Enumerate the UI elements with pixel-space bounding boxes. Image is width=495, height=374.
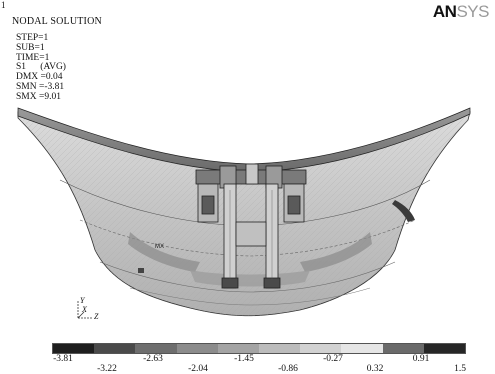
legend-tick: 1.5 xyxy=(454,364,466,374)
logo-bold: AN xyxy=(432,2,457,21)
node-marker xyxy=(138,268,144,273)
legend-tick: -0.27 xyxy=(323,354,343,364)
ansys-logo: ANSYS xyxy=(432,2,490,22)
contour-legend-bar xyxy=(52,343,466,354)
legend-tick: -3.81 xyxy=(53,354,73,364)
legend-tick: -3.22 xyxy=(97,364,117,374)
stress-patch xyxy=(128,232,200,272)
legend-color-segment xyxy=(300,344,342,353)
legend-color-segment xyxy=(176,344,218,353)
shell-mesh xyxy=(18,112,470,316)
solution-parameters: STEP=1 SUB=1 TIME=1 S1 (AVG) DMX =0.04 S… xyxy=(16,33,66,103)
legend-tick: -1.45 xyxy=(234,354,254,364)
legend-color-segment xyxy=(341,344,383,353)
legend-color-segment xyxy=(53,344,95,353)
triad-z: Z xyxy=(94,312,99,321)
param-dmx: DMX =0.04 xyxy=(16,72,63,83)
stress-patch-high xyxy=(392,200,415,222)
triad-y: Y xyxy=(80,296,85,305)
param-smx: SMX =9.01 xyxy=(16,91,61,102)
contour-line xyxy=(99,261,396,293)
mx-label: MX xyxy=(155,244,164,250)
legend-color-segment xyxy=(135,344,177,353)
param-smn: SMN =-3.81 xyxy=(16,81,65,92)
param-time: TIME=1 xyxy=(16,52,50,63)
logo-light: SYS xyxy=(456,2,489,21)
param-result: S1 (AVG) xyxy=(16,62,66,73)
legend-color-segment xyxy=(259,344,301,353)
legend-tick: -0.86 xyxy=(278,364,298,374)
stress-patch xyxy=(300,232,372,272)
legend-tick: -2.63 xyxy=(143,354,163,364)
shell-rim xyxy=(17,107,471,173)
legend-color-segment xyxy=(94,344,136,353)
param-step: STEP=1 xyxy=(16,33,49,43)
legend-color-segment xyxy=(423,344,466,353)
param-sub: SUB=1 xyxy=(16,42,45,53)
legend-color-segment xyxy=(217,344,260,353)
window-number: 1 xyxy=(1,0,6,10)
legend-tick: -2.04 xyxy=(188,364,208,374)
coordinate-triad: Y X Z xyxy=(74,296,104,322)
legend-color-segment xyxy=(382,344,424,353)
plot-title: NODAL SOLUTION xyxy=(12,16,102,27)
legend-tick: 0.32 xyxy=(366,364,384,374)
triad-x: X xyxy=(82,305,87,314)
legend-tick: 0.91 xyxy=(412,354,430,364)
bracket-assembly xyxy=(195,163,307,289)
contour-line xyxy=(129,287,371,306)
